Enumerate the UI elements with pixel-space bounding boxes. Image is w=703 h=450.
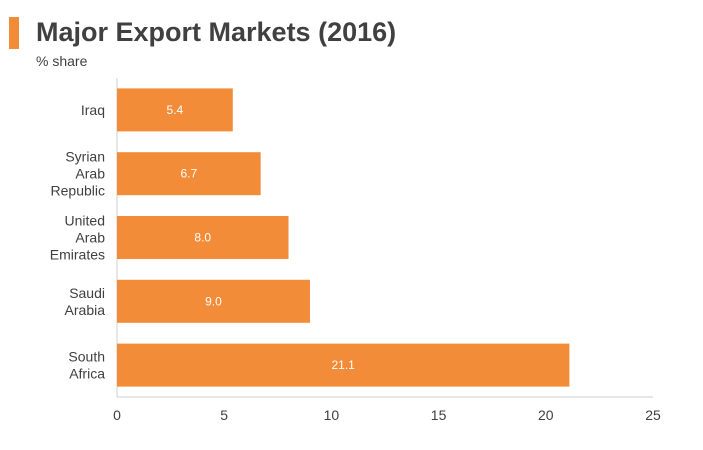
bar [117,88,233,132]
category-label: South Africa [68,349,105,382]
category-label: Saudi Arabia [65,285,106,318]
x-tick-label: 25 [645,407,661,423]
title-accent-bar [9,17,19,49]
x-tick-label: 0 [113,407,121,423]
data-label: 8.0 [194,231,211,245]
data-label: 21.1 [332,358,356,372]
bar [117,343,570,387]
bar [117,279,310,323]
category-label: Iraq [81,102,105,118]
data-label: 6.7 [180,167,197,181]
x-tick-label: 10 [324,407,340,423]
bar [117,216,289,259]
x-tick-label: 15 [431,407,447,423]
data-label: 9.0 [205,294,222,308]
chart-subtitle: % share [36,53,88,69]
bar [117,152,261,196]
x-tick-label: 5 [220,407,228,423]
data-label: 5.4 [167,103,184,117]
x-tick-label: 20 [538,407,554,423]
category-label: Syrian Arab Republic [51,149,106,199]
category-label: United Arab Emirates [50,213,105,263]
chart-title: Major Export Markets (2016) [36,17,397,47]
